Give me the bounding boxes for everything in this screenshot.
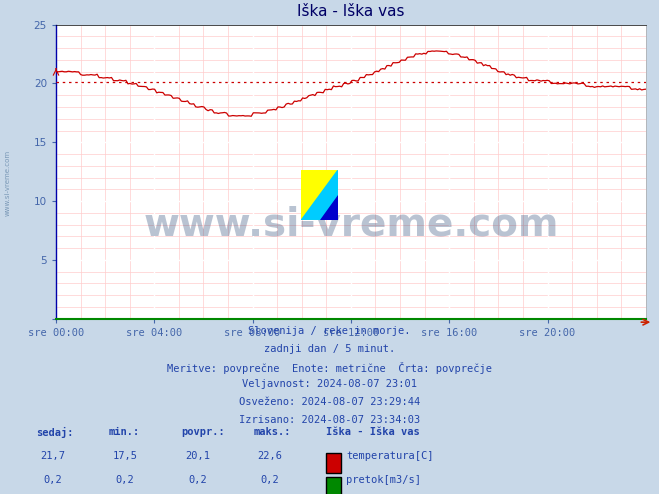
Title: Iška - Iška vas: Iška - Iška vas — [297, 4, 405, 19]
Text: povpr.:: povpr.: — [181, 427, 225, 437]
Text: zadnji dan / 5 minut.: zadnji dan / 5 minut. — [264, 344, 395, 354]
Text: www.si-vreme.com: www.si-vreme.com — [5, 150, 11, 216]
Text: sedaj:: sedaj: — [36, 427, 74, 438]
Text: min.:: min.: — [109, 427, 140, 437]
Polygon shape — [301, 170, 337, 220]
Text: Osveženo: 2024-08-07 23:29:44: Osveženo: 2024-08-07 23:29:44 — [239, 397, 420, 407]
Text: 20,1: 20,1 — [185, 451, 210, 461]
Polygon shape — [320, 195, 337, 220]
Text: 0,2: 0,2 — [116, 475, 134, 485]
Polygon shape — [301, 170, 337, 220]
Text: Veljavnost: 2024-08-07 23:01: Veljavnost: 2024-08-07 23:01 — [242, 379, 417, 389]
Text: Meritve: povprečne  Enote: metrične  Črta: povprečje: Meritve: povprečne Enote: metrične Črta:… — [167, 362, 492, 373]
Text: temperatura[C]: temperatura[C] — [346, 451, 434, 461]
Text: pretok[m3/s]: pretok[m3/s] — [346, 475, 421, 485]
Text: Izrisano: 2024-08-07 23:34:03: Izrisano: 2024-08-07 23:34:03 — [239, 415, 420, 425]
Text: 17,5: 17,5 — [113, 451, 138, 461]
Text: 0,2: 0,2 — [43, 475, 62, 485]
Text: 21,7: 21,7 — [40, 451, 65, 461]
Text: 0,2: 0,2 — [188, 475, 207, 485]
Text: maks.:: maks.: — [254, 427, 291, 437]
Text: 0,2: 0,2 — [261, 475, 279, 485]
Text: 22,6: 22,6 — [258, 451, 283, 461]
Text: www.si-vreme.com: www.si-vreme.com — [143, 206, 559, 244]
Text: Iška - Iška vas: Iška - Iška vas — [326, 427, 420, 437]
Text: Slovenija / reke in morje.: Slovenija / reke in morje. — [248, 326, 411, 336]
